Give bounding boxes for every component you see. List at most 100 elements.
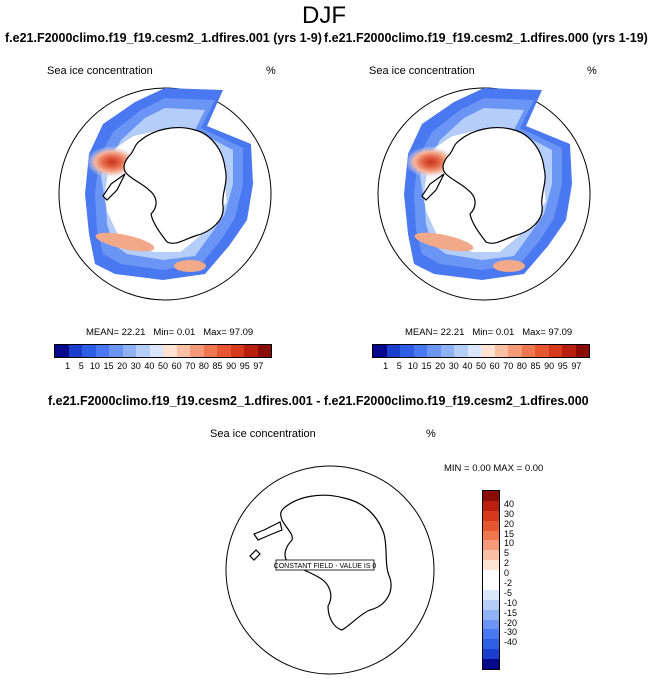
colorbar-tick-label: 15 xyxy=(504,528,515,539)
colorbar-swatch xyxy=(481,345,495,357)
colorbar-tick-label: 97 xyxy=(571,361,582,371)
right-panel-title: f.e21.F2000climo.f19_f19.cesm2_1.dfires.… xyxy=(324,31,648,45)
colorbar-tick-label: 90 xyxy=(226,361,237,371)
colorbar-tick-label: 60 xyxy=(489,361,500,371)
left-variable-label: Sea ice concentration xyxy=(47,65,153,77)
colorbar-tick-label: 95 xyxy=(239,361,250,371)
colorbar-swatch xyxy=(483,560,499,571)
colorbar-swatch xyxy=(68,345,82,357)
diff-variable-label: Sea ice concentration xyxy=(210,428,316,440)
colorbar-swatch xyxy=(163,345,177,357)
colorbar-swatch xyxy=(136,345,150,357)
colorbar-swatch xyxy=(230,345,244,357)
colorbar-swatch xyxy=(386,345,400,357)
colorbar-tick-label: 10 xyxy=(89,361,100,371)
colorbar-tick-label: 1 xyxy=(383,361,389,371)
colorbar-tick-label: 30 xyxy=(448,361,459,371)
left-panel-title: f.e21.F2000climo.f19_f19.cesm2_1.dfires.… xyxy=(5,31,322,45)
colorbar-tick-label: 1 xyxy=(65,361,71,371)
right-units-label: % xyxy=(587,65,597,77)
right-stats: MEAN= 22.21 Min= 0.01 Max= 97.09 xyxy=(405,327,573,338)
colorbar-swatch xyxy=(149,345,163,357)
colorbar-swatch xyxy=(440,345,454,357)
colorbar-tick-label: -10 xyxy=(504,597,518,608)
colorbar-swatch xyxy=(508,345,522,357)
colorbar-swatch xyxy=(427,345,441,357)
colorbar-tick-label: 70 xyxy=(185,361,196,371)
colorbar-swatch xyxy=(483,609,499,620)
left-colorbar-labels: 1 5 10 15 20 30 40 50 60 70 80 85 90 95 97 xyxy=(54,361,272,373)
colorbar-swatch xyxy=(190,345,204,357)
colorbar-tick-label: 20 xyxy=(435,361,446,371)
colorbar-swatch xyxy=(55,345,69,357)
colorbar-swatch xyxy=(483,639,499,650)
colorbar-tick-label: -15 xyxy=(504,607,518,618)
colorbar-tick-label: 40 xyxy=(504,498,515,509)
colorbar-swatch xyxy=(483,649,499,660)
colorbar-swatch xyxy=(483,580,499,590)
colorbar-swatch xyxy=(483,510,499,521)
colorbar-tick-label: 70 xyxy=(503,361,514,371)
diff-stats: MIN = 0.00 MAX = 0.00 xyxy=(444,463,544,474)
colorbar-tick-label: 85 xyxy=(530,361,541,371)
colorbar-swatch xyxy=(575,345,589,357)
left-units-label: % xyxy=(266,65,276,77)
colorbar-swatch xyxy=(82,345,96,357)
colorbar-tick-label: 5 xyxy=(504,548,510,559)
colorbar-swatch xyxy=(203,345,217,357)
colorbar-tick-label: 85 xyxy=(212,361,223,371)
colorbar-swatch xyxy=(483,570,499,581)
colorbar-swatch xyxy=(483,530,499,541)
colorbar-tick-label: 90 xyxy=(544,361,555,371)
colorbar-swatch xyxy=(109,345,123,357)
colorbar-swatch xyxy=(483,500,499,511)
right-colorbar-labels: 1 5 10 15 20 30 40 50 60 70 80 85 90 95 97 xyxy=(372,361,590,373)
colorbar-swatch xyxy=(483,629,499,640)
season-title: DJF xyxy=(302,2,346,29)
colorbar-tick-label: 20 xyxy=(117,361,128,371)
colorbar-tick-label: -40 xyxy=(504,637,518,648)
colorbar-swatch xyxy=(176,345,190,357)
colorbar-tick-label: 15 xyxy=(421,361,432,371)
colorbar-swatch xyxy=(483,619,499,630)
colorbar-tick-label: 40 xyxy=(144,361,155,371)
diff-colorbar-labels: 40 30 20 15 10 5 2 0 -2 -5 -10 -15 -20 -30 -40 xyxy=(504,490,534,668)
right-polar-map xyxy=(377,87,591,301)
colorbar-tick-label: -30 xyxy=(504,627,518,638)
colorbar-swatch xyxy=(483,540,499,551)
colorbar-swatch xyxy=(217,345,231,357)
colorbar-tick-label: 80 xyxy=(198,361,209,371)
colorbar-swatch xyxy=(454,345,468,357)
left-stats: MEAN= 22.21 Min= 0.01 Max= 97.09 xyxy=(86,327,254,338)
diff-polar-map: CONSTANT FIELD - VALUE IS 0 xyxy=(225,465,435,675)
colorbar-swatch xyxy=(562,345,576,357)
diff-title: f.e21.F2000climo.f19_f19.cesm2_1.dfires.… xyxy=(48,394,589,408)
antarctica-coastline xyxy=(421,127,546,244)
colorbar-tick-label: -20 xyxy=(504,617,518,628)
colorbar-swatch xyxy=(413,345,427,357)
colorbar-swatch xyxy=(483,589,499,600)
colorbar-tick-label: 15 xyxy=(103,361,114,371)
colorbar-tick-label: -2 xyxy=(504,577,513,588)
colorbar-swatch xyxy=(548,345,562,357)
left-colorbar xyxy=(54,344,272,358)
colorbar-swatch xyxy=(467,345,481,357)
colorbar-swatch xyxy=(95,345,109,357)
colorbar-swatch xyxy=(521,345,535,357)
colorbar-tick-label: 50 xyxy=(475,361,487,371)
colorbar-swatch xyxy=(373,345,387,357)
colorbar-tick-label: -5 xyxy=(504,587,513,598)
right-variable-label: Sea ice concentration xyxy=(369,65,475,77)
colorbar-tick-label: 10 xyxy=(504,538,515,549)
colorbar-tick-label: 0 xyxy=(504,568,510,579)
colorbar-tick-label: 10 xyxy=(407,361,418,371)
colorbar-tick-label: 97 xyxy=(253,361,264,371)
colorbar-tick-label: 5 xyxy=(396,361,402,371)
colorbar-tick-label: 30 xyxy=(130,361,141,371)
colorbar-tick-label: 40 xyxy=(462,361,473,371)
colorbar-swatch xyxy=(483,659,499,670)
colorbar-tick-label: 30 xyxy=(504,508,515,519)
colorbar-swatch xyxy=(483,491,499,501)
colorbar-swatch xyxy=(122,345,136,357)
colorbar-tick-label: 5 xyxy=(78,361,84,371)
